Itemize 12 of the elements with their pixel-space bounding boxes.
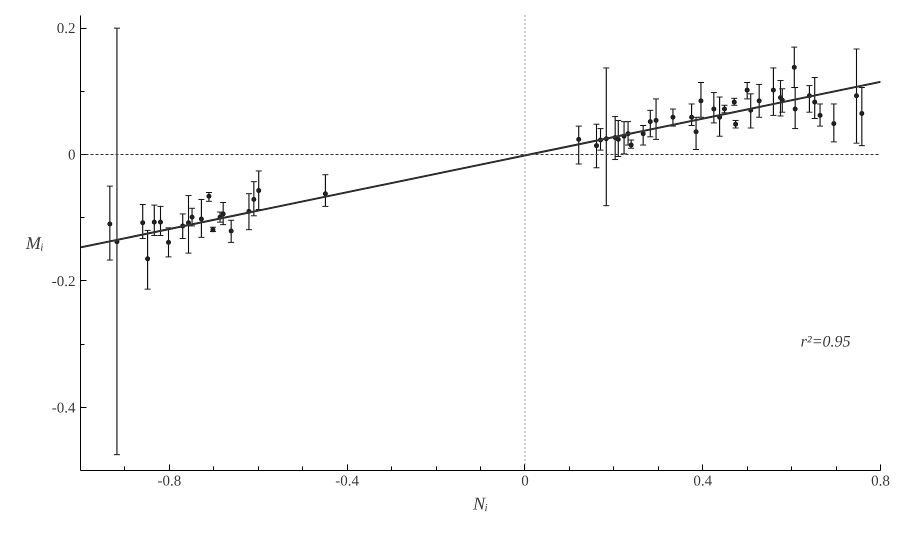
x-tick-label: -0.4 — [335, 474, 360, 490]
x-tick-label: -0.8 — [158, 474, 182, 490]
x-tick-label: 0 — [521, 474, 529, 490]
y-tick-label: -0.4 — [52, 400, 76, 416]
x-axis-title: Nᵢ — [472, 494, 488, 514]
y-tick-label: 0.2 — [56, 21, 76, 38]
annotation: r²=0.95 — [800, 334, 851, 350]
x-tick-label: 0.8 — [871, 474, 890, 490]
y-tick-label: -0.2 — [52, 274, 76, 290]
y-axis-title: Mᵢ — [24, 233, 44, 253]
y-tick-label: 0 — [68, 148, 76, 164]
x-tick-label: 0.4 — [693, 474, 713, 490]
